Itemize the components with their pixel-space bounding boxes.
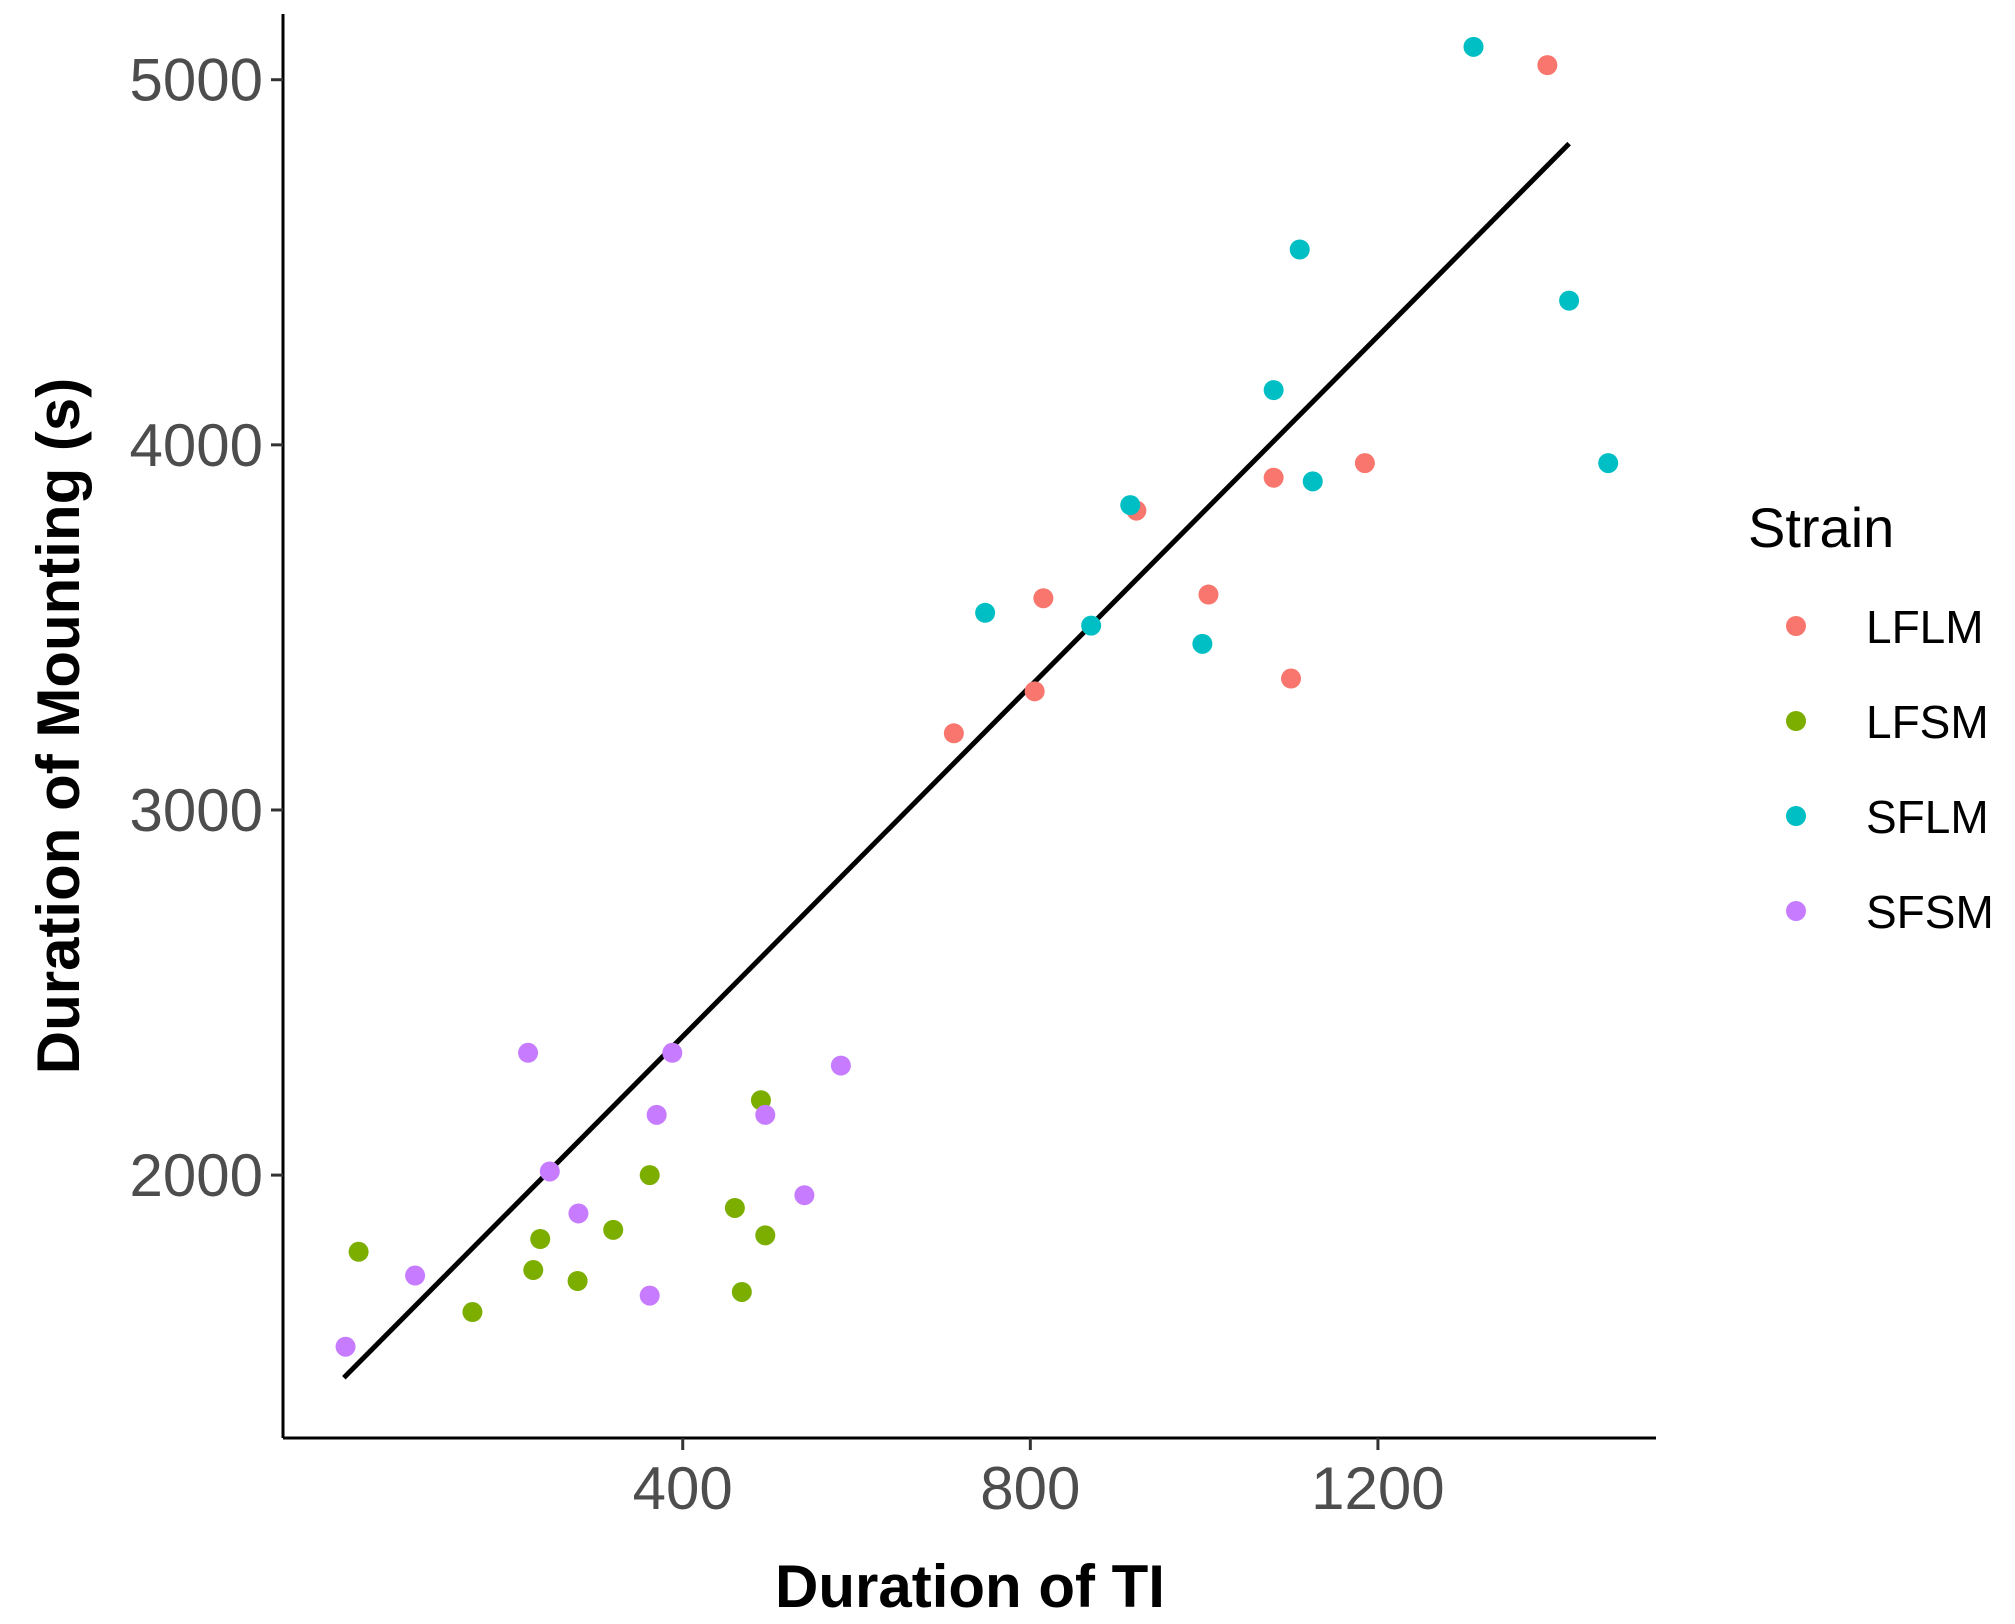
y-ticks: 2000 3000 4000 5000: [130, 47, 283, 1209]
legend-title: Strain: [1748, 496, 1894, 559]
data-point: [405, 1265, 426, 1286]
y-tick-label: 3000: [130, 777, 263, 844]
x-axis-title: Duration of TI: [775, 1553, 1165, 1620]
data-point: [1302, 471, 1323, 492]
data-point: [530, 1229, 551, 1250]
series-sfsm: [335, 1042, 851, 1357]
data-point: [568, 1203, 589, 1224]
data-point: [1263, 467, 1284, 488]
y-tick-label: 4000: [130, 412, 263, 479]
data-point: [1289, 239, 1310, 260]
data-point: [1537, 55, 1558, 76]
data-point: [1024, 681, 1045, 702]
data-point: [943, 723, 964, 744]
legend-items: LFLM LFSM SFLM SFSM: [1786, 601, 1994, 938]
data-point: [794, 1185, 815, 1206]
data-point: [755, 1225, 776, 1246]
data-point: [1120, 495, 1141, 516]
data-point: [755, 1104, 776, 1125]
legend-key-lflm: [1786, 616, 1806, 636]
data-point: [1033, 588, 1054, 609]
data-point: [335, 1336, 356, 1357]
series-lflm: [943, 55, 1558, 744]
data-point: [518, 1042, 539, 1063]
legend-key-sfsm: [1786, 901, 1806, 921]
series-sflm: [975, 36, 1619, 654]
data-point: [639, 1165, 660, 1186]
data-point: [523, 1260, 544, 1281]
x-tick-label: 1200: [1311, 1455, 1444, 1522]
data-point: [567, 1270, 588, 1291]
data-point: [1198, 584, 1219, 605]
legend: Strain LFLM LFSM SFLM SFSM: [1748, 496, 1994, 938]
regression-line: [342, 141, 1571, 1380]
data-point: [639, 1285, 660, 1306]
data-point: [462, 1302, 483, 1323]
legend-key-lfsm: [1786, 711, 1806, 731]
legend-label-sfsm: SFSM: [1866, 886, 1994, 938]
y-tick-label: 2000: [130, 1142, 263, 1209]
data-point: [603, 1219, 624, 1240]
y-tick-label: 5000: [130, 47, 263, 114]
series-lfsm: [348, 1090, 776, 1323]
data-points: [335, 36, 1619, 1357]
data-point: [731, 1281, 752, 1302]
x-ticks: 400 800 1200: [633, 1438, 1445, 1522]
data-point: [1463, 36, 1484, 57]
data-point: [1081, 615, 1102, 636]
data-point: [1281, 668, 1302, 689]
data-point: [1559, 290, 1580, 311]
x-tick-label: 800: [980, 1455, 1080, 1522]
data-point: [724, 1197, 745, 1218]
data-point: [1354, 453, 1375, 474]
data-point: [1263, 380, 1284, 401]
data-point: [662, 1042, 683, 1063]
data-point: [646, 1104, 667, 1125]
plot-area: 2000 3000 4000 5000 400 800 1200: [130, 14, 1656, 1522]
data-point: [830, 1055, 851, 1076]
data-point: [1192, 633, 1213, 654]
data-point: [348, 1241, 369, 1262]
data-point: [539, 1161, 560, 1182]
y-axis-title: Duration of Mounting (s): [25, 378, 92, 1075]
legend-key-sflm: [1786, 806, 1806, 826]
legend-label-sflm: SFLM: [1866, 791, 1989, 843]
x-tick-label: 400: [633, 1455, 733, 1522]
data-point: [1598, 453, 1619, 474]
legend-label-lflm: LFLM: [1866, 601, 1984, 653]
legend-label-lfsm: LFSM: [1866, 696, 1989, 748]
data-point: [975, 602, 996, 623]
